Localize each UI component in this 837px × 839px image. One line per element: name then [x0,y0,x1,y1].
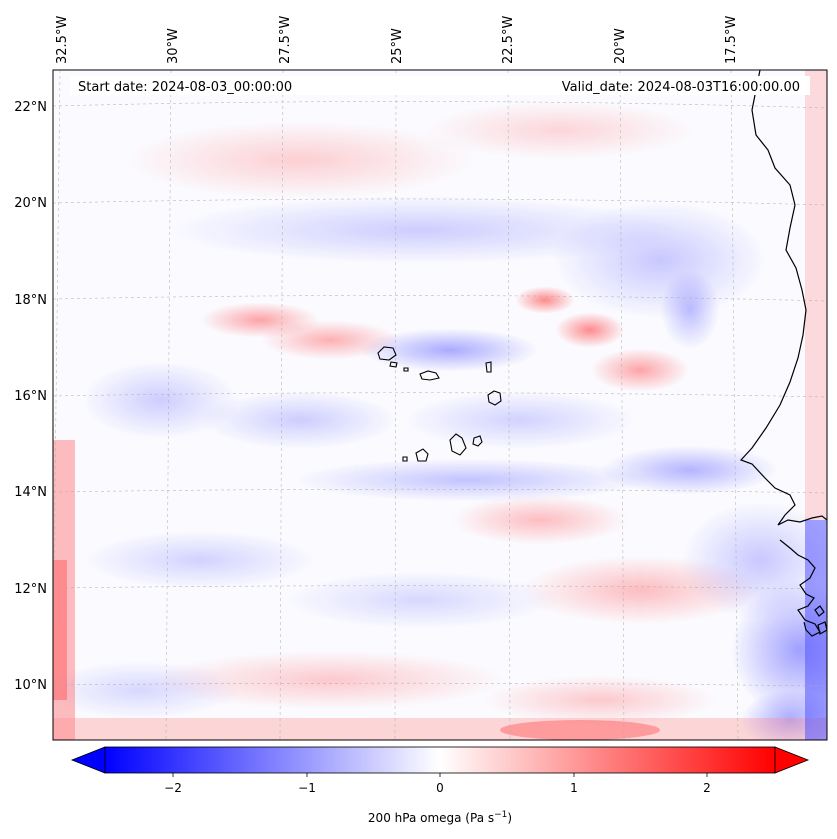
lat-tick-label: 14°N [14,485,47,500]
colorbar-tick-label: −2 [164,781,182,795]
colorbar-tick-label: 0 [436,781,444,795]
colorbar: −2 −1 0 1 2 200 hPa omega (Pa s−1) [70,746,810,825]
valid-date-label: Valid_date: 2024-08-03T16:00:00.00 [562,80,800,95]
graticule [53,70,827,740]
lat-tick-label: 10°N [14,678,47,693]
lat-tick-labels: 22°N 20°N 18°N 16°N 14°N 12°N 10°N [14,100,47,693]
lat-tick-label: 18°N [14,293,47,308]
colorbar-max-extend [774,746,810,774]
omega-field [53,70,827,740]
info-box [70,76,810,95]
lon-tick-label: 25°W [390,28,405,64]
map-frame [52,69,828,741]
lon-tick-label: 17.5°W [724,16,739,64]
lat-tick-label: 16°N [14,389,47,404]
lon-tick-label: 32.5°W [55,16,70,64]
lon-tick-label: 30°W [166,28,181,64]
colorbar-tick-label: −1 [298,781,316,795]
map-panel [53,70,827,740]
colorbar-ticks [172,773,708,777]
lat-tick-label: 20°N [14,196,47,211]
start-date-label: Start date: 2024-08-03_00:00:00 [78,80,292,95]
lat-tick-label: 22°N [14,100,47,115]
lon-tick-labels: 32.5°W 30°W 27.5°W 25°W 22.5°W 20°W 17.5… [55,16,739,64]
colorbar-min-extend [70,746,106,774]
colorbar-tick-label: 1 [570,781,578,795]
cape-verde-islands [377,346,502,462]
colorbar-title: 200 hPa omega (Pa s−1) [368,810,512,825]
lat-tick-label: 12°N [14,582,47,597]
colorbar-tick-label: 2 [703,781,711,795]
lon-tick-label: 22.5°W [501,16,516,64]
lon-tick-label: 27.5°W [278,16,293,64]
colorbar-bar [104,746,776,774]
lon-tick-label: 20°W [613,28,628,64]
africa-coastline [739,70,827,637]
